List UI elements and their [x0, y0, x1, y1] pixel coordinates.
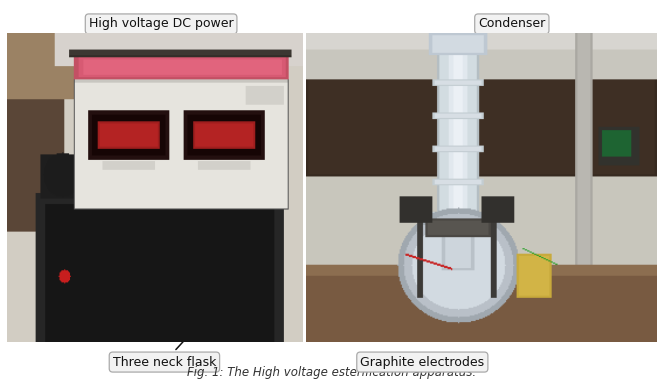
- Text: Three neck flask: Three neck flask: [113, 286, 234, 369]
- Text: Graphite electrodes: Graphite electrodes: [360, 356, 485, 369]
- Text: Fig. 1: The High voltage esterification apparatus.: Fig. 1: The High voltage esterification …: [187, 366, 476, 379]
- Text: High voltage DC power: High voltage DC power: [89, 17, 233, 98]
- Text: Condenser: Condenser: [477, 17, 546, 108]
